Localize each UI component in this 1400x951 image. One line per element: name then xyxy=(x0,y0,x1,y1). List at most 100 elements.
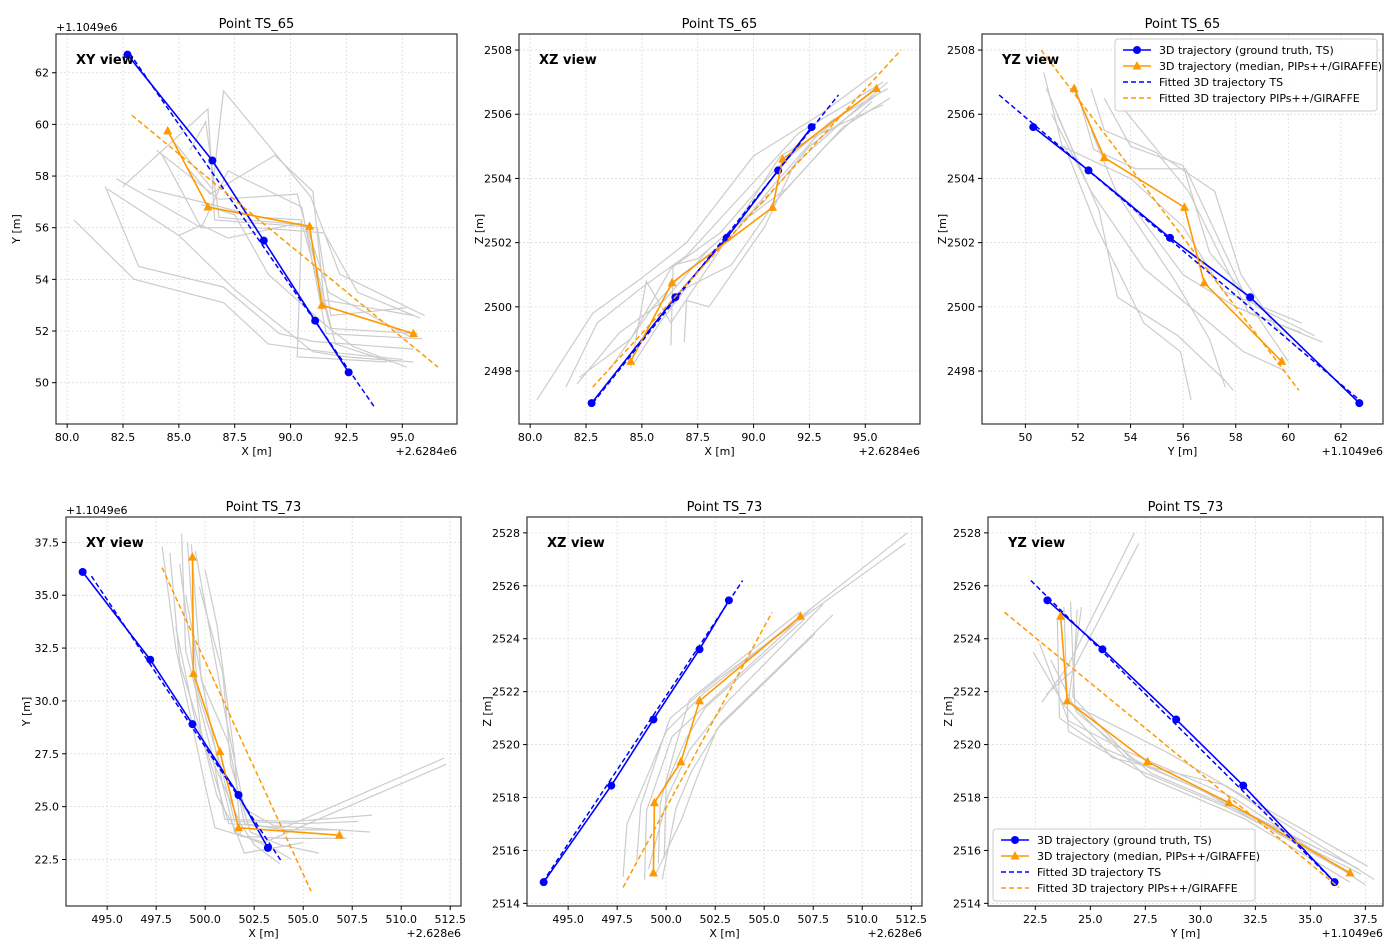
y-tick-label: 2506 xyxy=(484,108,512,121)
data-point xyxy=(203,202,213,211)
axes-frame xyxy=(518,33,921,425)
data-point xyxy=(795,611,805,620)
axes-frame xyxy=(65,516,462,907)
data-point xyxy=(146,655,155,664)
axes-frame xyxy=(526,516,923,907)
x-tick-label: 512.5 xyxy=(434,913,466,926)
view-label: XY view xyxy=(86,536,144,551)
y-axis-label: Z [m] xyxy=(481,696,494,726)
data-point xyxy=(1062,695,1072,705)
y-axis-label: Z [m] xyxy=(936,214,949,244)
y-tick-label: 2518 xyxy=(953,792,981,805)
view-label: XY view xyxy=(76,53,134,68)
background-track xyxy=(1056,114,1234,391)
background-track xyxy=(1056,620,1355,878)
series-line xyxy=(131,114,439,368)
series-median-pips-giraffe xyxy=(163,125,418,338)
x-tick-label: 54 xyxy=(1124,431,1138,444)
y-axis-label: Y [m] xyxy=(10,214,23,245)
legend-label: Fitted 3D trajectory PIPs++/GIRAFFE xyxy=(1159,92,1360,105)
legend-label: Fitted 3D trajectory PIPs++/GIRAFFE xyxy=(1037,882,1238,895)
x-tick-label: 82.5 xyxy=(574,431,599,444)
x-tick-label: 497.5 xyxy=(140,913,172,926)
x-tick-label: 82.5 xyxy=(111,431,136,444)
y-tick-label: 2498 xyxy=(947,365,975,378)
background-track xyxy=(1090,88,1302,334)
data-point xyxy=(263,843,272,852)
legend-label: 3D trajectory (median, PIPs++/GIRAFFE) xyxy=(1159,60,1382,73)
series-line xyxy=(998,94,1360,401)
y-tick-label: 2528 xyxy=(953,527,981,540)
axes-frame xyxy=(55,33,458,425)
series-fitted-ts xyxy=(998,94,1360,401)
series-fitted-pips-giraffe xyxy=(592,49,902,388)
panel-6: 22.5 25.0 27.5 30.0 32.5 35.0 37.5 2514 2516 2518… xyxy=(942,500,1384,940)
x-tick-label: 50 xyxy=(1018,431,1032,444)
series-line xyxy=(592,94,840,404)
series-fitted-pips-giraffe xyxy=(622,611,773,888)
data-point xyxy=(695,695,705,705)
y-tick-label: 2524 xyxy=(953,633,981,646)
x-tick-label: 95.0 xyxy=(853,431,878,444)
background-track xyxy=(116,178,421,319)
legend-marker xyxy=(1133,46,1141,54)
data-point xyxy=(1179,202,1189,211)
background-track xyxy=(147,188,387,363)
data-point xyxy=(1172,715,1181,724)
data-point xyxy=(163,125,173,135)
legend-label: 3D trajectory (ground truth, TS) xyxy=(1159,44,1334,57)
legend-item-fitted-ts: Fitted 3D trajectory TS xyxy=(1001,866,1161,879)
x-offset-label: +2.6284e6 xyxy=(859,445,920,458)
legend: 3D trajectory (ground truth, TS) 3D traje… xyxy=(992,828,1260,902)
series-fitted-ts xyxy=(542,580,744,883)
background-track xyxy=(189,119,410,337)
x-tick-label: 30.0 xyxy=(1188,913,1213,926)
y-tick-label: 2526 xyxy=(953,580,981,593)
data-point xyxy=(188,720,197,729)
x-tick-label: 32.5 xyxy=(1243,913,1268,926)
x-tick-label: 87.5 xyxy=(222,431,247,444)
data-point xyxy=(649,797,659,807)
plot-area xyxy=(78,533,447,892)
background-track xyxy=(1043,72,1302,324)
x-tick-label: 85.0 xyxy=(167,431,192,444)
y-tick-label: 2508 xyxy=(484,44,512,57)
view-label: YZ view xyxy=(1001,53,1059,68)
x-tick-label: 87.5 xyxy=(685,431,710,444)
y-tick-label: 54 xyxy=(35,273,49,286)
panel-5: 495.0 497.5 500.0 502.5 505.0 507.5 510.0 512.5… xyxy=(481,500,927,940)
series-line xyxy=(1030,579,1336,883)
background-track xyxy=(536,72,877,401)
background-track xyxy=(1103,97,1315,337)
background-track xyxy=(1041,532,1135,703)
background-track xyxy=(683,81,888,343)
legend-marker xyxy=(1011,836,1019,844)
y-offset-label: +1.1049e6 xyxy=(56,21,117,34)
legend-box xyxy=(1114,38,1378,112)
y-axis-label: Z [m] xyxy=(942,696,955,726)
data-point xyxy=(1166,233,1175,242)
panel-3: 50 52 54 56 58 60 62 2498 2500 2502 2504 2506 2508 Po… xyxy=(936,17,1384,458)
panel-4: 495.0 497.5 500.0 502.5 505.0 507.5 510.0 512.5… xyxy=(20,500,466,940)
x-offset-label: +2.628e6 xyxy=(407,927,461,940)
chart-title: Point TS_73 xyxy=(687,500,763,515)
background-track xyxy=(1050,659,1344,862)
background-track xyxy=(184,595,292,861)
axes-frame xyxy=(981,33,1384,425)
y-tick-label: 25.0 xyxy=(35,801,60,814)
chart-title: Point TS_65 xyxy=(219,17,295,32)
x-tick-label: 80.0 xyxy=(518,431,543,444)
legend-label: Fitted 3D trajectory TS xyxy=(1037,866,1161,879)
y-tick-label: 2500 xyxy=(947,301,975,314)
y-tick-label: 2522 xyxy=(492,686,520,699)
x-tick-label: 27.5 xyxy=(1133,913,1158,926)
y-tick-label: 2500 xyxy=(484,301,512,314)
legend-marker xyxy=(1010,851,1020,860)
y-axis-label: Z [m] xyxy=(473,214,486,244)
background-track xyxy=(201,203,407,368)
x-tick-label: 512.5 xyxy=(895,913,927,926)
x-tick-label: 80.0 xyxy=(55,431,80,444)
background-track xyxy=(175,626,281,865)
x-tick-label: 510.0 xyxy=(846,913,878,926)
background-track xyxy=(632,100,873,365)
